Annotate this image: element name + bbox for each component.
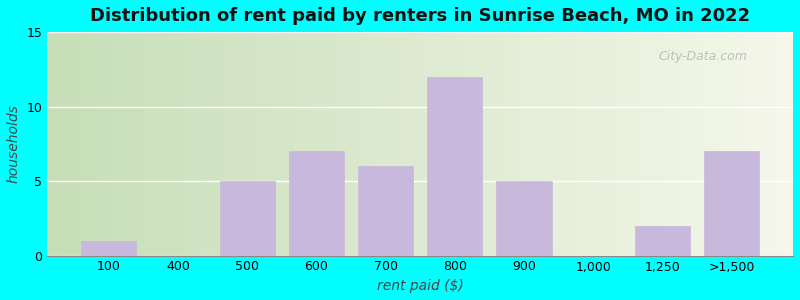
X-axis label: rent paid ($): rent paid ($) [377, 279, 463, 293]
Bar [358, 166, 414, 256]
Text: City-Data.com: City-Data.com [659, 50, 748, 63]
Bar [427, 77, 482, 256]
Y-axis label: households: households [7, 104, 21, 183]
Bar [81, 241, 137, 256]
Bar [496, 181, 551, 256]
Bar [704, 151, 759, 256]
Bar [634, 226, 690, 256]
Bar [219, 181, 275, 256]
Title: Distribution of rent paid by renters in Sunrise Beach, MO in 2022: Distribution of rent paid by renters in … [90, 7, 750, 25]
Bar [289, 151, 344, 256]
